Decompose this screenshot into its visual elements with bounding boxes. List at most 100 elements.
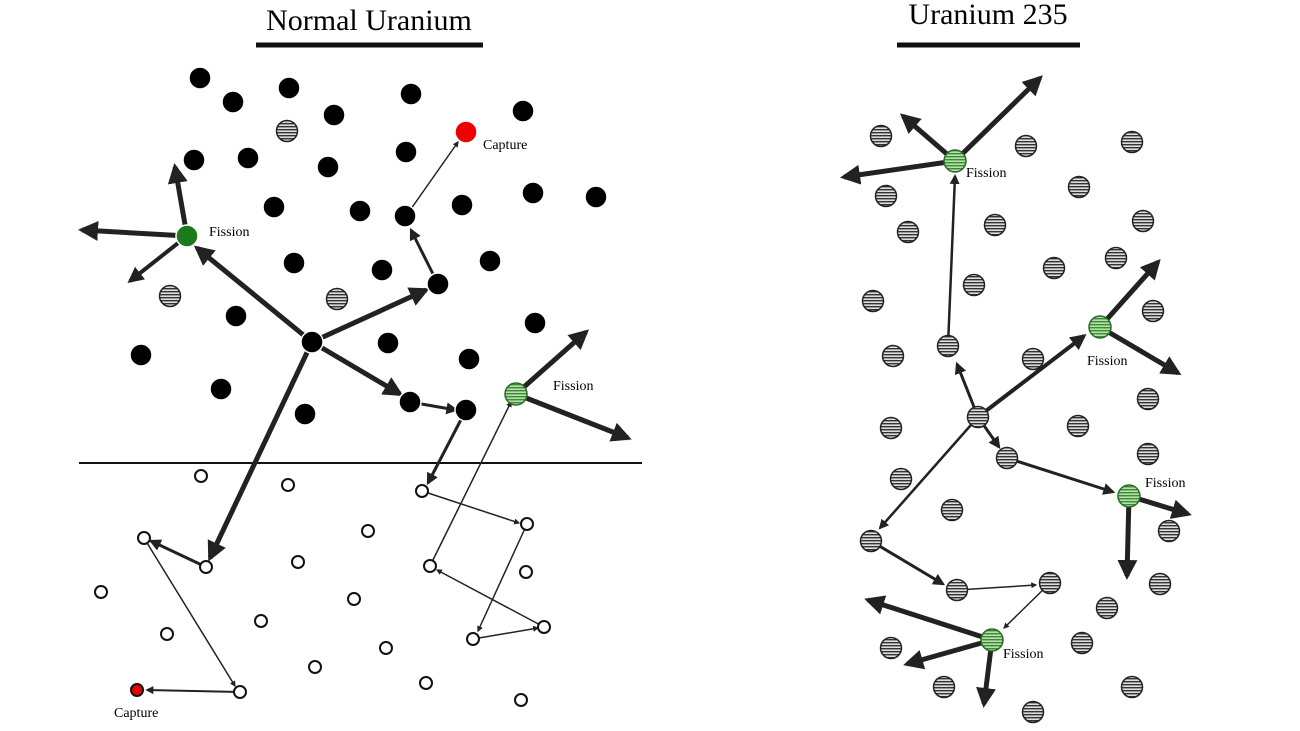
u238-atom [457,347,481,371]
u235-atom [1067,175,1091,199]
u235-atom [1070,631,1094,655]
neutron-site [514,693,528,707]
u238-atom [182,148,206,172]
event-label: Capture [114,706,158,721]
fission-atom [1117,484,1141,508]
neutron-site [94,585,108,599]
u235-atom [936,334,960,358]
neutron-site [379,641,393,655]
u238-atom [376,331,400,355]
capture-atom [130,683,144,697]
event-label: Fission [966,166,1006,181]
neutron-site [160,627,174,641]
u235-atom [1136,442,1160,466]
event-label: Fission [1087,354,1127,369]
u238-atom [188,66,212,90]
u235-atom [859,529,883,553]
u238-atom [277,76,301,100]
u238-atom [322,103,346,127]
arrow [878,416,979,530]
capture-atom [454,120,478,144]
u235-atom [1120,130,1144,154]
neutron-site [281,478,295,492]
u238-atom [398,390,422,414]
u238-atom [454,398,478,422]
neutron-site [361,524,375,538]
u238-atom [393,204,417,228]
event-label: Capture [483,138,527,153]
u235-atom [940,498,964,522]
u238-atom [293,402,317,426]
arrow [207,340,315,562]
u238-atom [426,272,450,296]
arrow [310,339,404,397]
arrow [78,220,188,241]
event-label: Fission [1003,647,1043,662]
u235-atom [879,416,903,440]
u235-atom [879,636,903,660]
neutron-site [520,517,534,531]
u235-atom [1066,414,1090,438]
u235-atom [881,344,905,368]
u235-atom [932,675,956,699]
neutron-site [199,560,213,574]
neutron-site [233,685,247,699]
fission-atom [943,149,967,173]
u235-atom [945,578,969,602]
arrow [143,537,236,688]
u238-atom [224,304,248,328]
u235-atom [1021,700,1045,724]
u235-atom [1042,256,1066,280]
u238-atom [584,185,608,209]
u238-atom [450,193,474,217]
arrows [78,75,1192,708]
arrow [976,334,1087,419]
arrow [193,245,314,344]
u238-atom [521,181,545,205]
u238-atom [370,258,394,282]
panel-title: Normal Uranium [266,4,472,37]
u235-atom [1141,299,1165,323]
u235-atom [1038,571,1062,595]
neutron-site [466,632,480,646]
arrow [903,637,993,670]
neutron-site [254,614,268,628]
arrow [1006,456,1116,495]
arrow [310,287,430,345]
arrow [145,686,241,695]
u235-atom [158,284,182,308]
u235-atom [966,405,990,429]
u235-atom [1136,387,1160,411]
arrow [864,595,993,643]
u235-atom [1148,572,1172,596]
fission-atom [504,382,528,406]
u235-atom [874,184,898,208]
neutron-site [519,565,533,579]
atoms [94,66,1181,724]
u238-atom [316,155,340,179]
u235-atom [1014,134,1038,158]
u238-atom [209,377,233,401]
u235-atom [1095,596,1119,620]
neutron-site [347,592,361,606]
u238-atom [523,311,547,335]
neutron-site [291,555,305,569]
arrow [956,582,1038,591]
fission-atom [980,628,1004,652]
neutron-site [137,531,151,545]
u235-atom [1104,246,1128,270]
event-label: Fission [553,379,593,394]
arrow [953,75,1043,163]
arrow [429,400,512,567]
u235-atom [1157,519,1181,543]
neutron-site [537,620,551,634]
panel-title: Uranium 235 [908,0,1067,31]
arrow [426,409,468,486]
event-label: Fission [209,225,249,240]
arrow [421,490,521,525]
u235-atom [962,273,986,297]
arrow [477,523,528,633]
arrow [1117,495,1138,580]
neutron-site [423,559,437,573]
u235-atom [1120,675,1144,699]
